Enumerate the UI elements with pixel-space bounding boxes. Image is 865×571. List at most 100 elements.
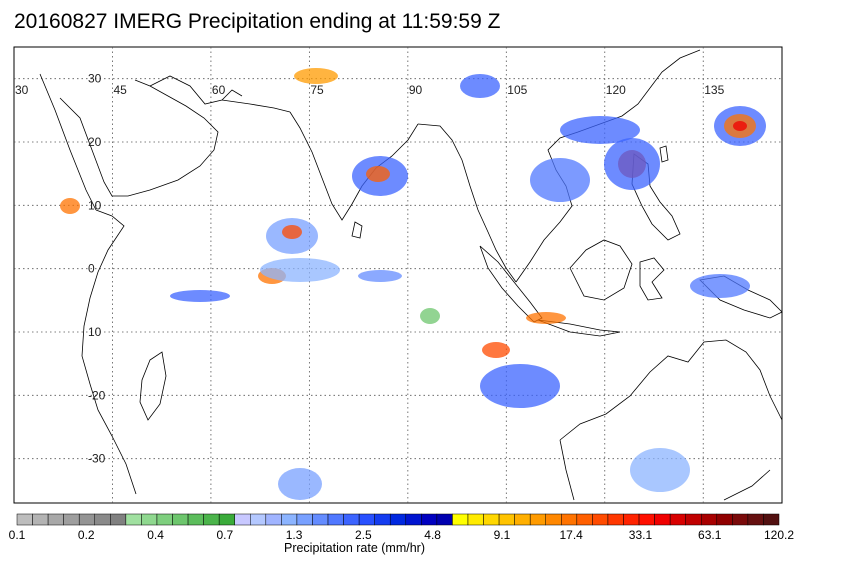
colorbar-swatch-22 (358, 513, 375, 526)
precip-cell-21 (630, 448, 690, 492)
lon-label-45: 45 (113, 83, 127, 97)
colorbar-swatch-0 (16, 513, 33, 526)
colorbar-tick-9: 33.1 (629, 528, 653, 542)
coastline-borneo (569, 239, 633, 301)
colorbar-tick-8: 17.4 (560, 528, 584, 542)
colorbar-swatch-42 (669, 513, 686, 526)
colorbar-tick-1: 0.2 (78, 528, 95, 542)
colorbar-swatch-8 (141, 513, 158, 526)
precip-cell-2 (733, 121, 747, 131)
precip-cell-12 (480, 364, 560, 408)
precip-cell-8 (260, 258, 340, 282)
colorbar-tick-5: 2.5 (355, 528, 372, 542)
colorbar-swatch-17 (281, 513, 298, 526)
precip-cell-20 (278, 468, 322, 500)
coastline-myanmar (417, 123, 517, 283)
precip-cell-11 (482, 342, 510, 358)
colorbar-swatches (16, 513, 780, 526)
colorbar-swatch-6 (110, 513, 127, 526)
coastline-sulawesi (639, 257, 665, 301)
lon-label-105: 105 (507, 83, 527, 97)
colorbar-tick-10: 63.1 (698, 528, 722, 542)
coastline-gulf (149, 75, 243, 105)
colorbar-swatch-21 (343, 513, 360, 526)
colorbar-tick-0: 0.1 (9, 528, 26, 542)
colorbar-swatch-41 (654, 513, 671, 526)
precip-cell-4 (366, 166, 390, 182)
lat-label-m10: 10 (88, 325, 102, 339)
precip-cell-17 (690, 274, 750, 298)
colorbar-swatch-27 (436, 513, 453, 526)
precip-cell-10 (604, 138, 660, 190)
graticule (14, 47, 782, 503)
lon-label-120: 120 (606, 83, 626, 97)
precip-cell-14 (460, 74, 500, 98)
lat-label-10: 10 (88, 198, 102, 212)
colorbar-swatch-35 (561, 513, 578, 526)
colorbar-swatch-25 (405, 513, 422, 526)
coastline-east-china (649, 49, 701, 89)
colorbar-swatch-14 (234, 513, 251, 526)
colorbar-tick-2: 0.4 (147, 528, 164, 542)
lon-label-90: 90 (409, 83, 423, 97)
colorbar-label-text: Precipitation rate (mm/hr) (283, 541, 425, 555)
colorbar-swatch-30 (483, 513, 500, 526)
lon-label-30: 30 (15, 83, 29, 97)
coastline-sri-lanka (351, 221, 363, 239)
colorbar-tick-11: 120.2 (764, 528, 794, 542)
colorbar-swatch-23 (374, 513, 391, 526)
axis-labels: 30 45 60 75 90 105 120 135 30 20 10 0 10 -20 -30 (15, 72, 725, 466)
coastline-taiwan (659, 145, 669, 163)
coastline-australia (559, 339, 783, 501)
precipitation-field (60, 68, 766, 500)
coastline-iran (221, 99, 291, 113)
colorbar-label: Precipitation rate (mm/hr) (0, 541, 865, 555)
colorbar-swatch-18 (296, 513, 313, 526)
lat-label-30: 30 (88, 72, 102, 86)
lat-label-m30: -30 (88, 452, 106, 466)
colorbar-swatch-37 (592, 513, 609, 526)
colorbar-tick-labels: 0.1 0.2 0.4 0.7 1.3 2.5 4.8 9.1 17.4 33.1 63.1 120.… (9, 528, 795, 542)
colorbar-swatch-13 (218, 513, 235, 526)
colorbar-swatch-15 (250, 513, 267, 526)
colorbar-swatch-4 (78, 513, 96, 526)
colorbar-swatch-20 (327, 513, 344, 526)
colorbar-swatch-33 (529, 513, 546, 526)
colorbar-swatch-28 (452, 513, 469, 526)
colorbar-swatch-32 (514, 513, 531, 526)
precip-cell-13 (294, 68, 338, 84)
colorbar-swatch-39 (623, 513, 640, 526)
colorbar-swatch-43 (685, 513, 702, 526)
colorbar-swatch-16 (265, 513, 282, 526)
colorbar-swatch-24 (389, 513, 407, 526)
colorbar-tick-3: 0.7 (216, 528, 233, 542)
coastline-java (537, 319, 621, 337)
coastline-arabia (59, 79, 219, 197)
precip-cell-18 (526, 312, 566, 324)
coastline-red-sea-west (39, 73, 97, 211)
precip-cell-15 (530, 158, 590, 202)
precip-cell-22 (60, 198, 80, 214)
colorbar-swatch-44 (700, 513, 718, 526)
colorbar-swatch-45 (716, 513, 733, 526)
colorbar-swatch-10 (172, 513, 189, 526)
colorbar-swatch-31 (498, 513, 515, 526)
lon-label-135: 135 (704, 83, 724, 97)
colorbar-swatch-19 (312, 513, 329, 526)
colorbar-swatch-5 (94, 513, 111, 526)
colorbar-swatch-3 (63, 513, 80, 526)
colorbar-swatch-9 (156, 513, 173, 526)
lon-label-60: 60 (212, 83, 226, 97)
chart-title: 20160827 IMERG Precipitation ending at 1… (14, 10, 501, 33)
colorbar-swatch-29 (467, 513, 484, 526)
lat-label-m20: -20 (88, 388, 106, 402)
colorbar-swatch-12 (203, 513, 220, 526)
lat-label-0: 0 (88, 262, 95, 276)
precip-cell-16 (560, 116, 640, 144)
colorbar-tick-7: 9.1 (494, 528, 511, 542)
coastline-africa (81, 209, 137, 495)
colorbar-swatch-40 (638, 513, 655, 526)
colorbar-swatch-38 (607, 513, 624, 526)
